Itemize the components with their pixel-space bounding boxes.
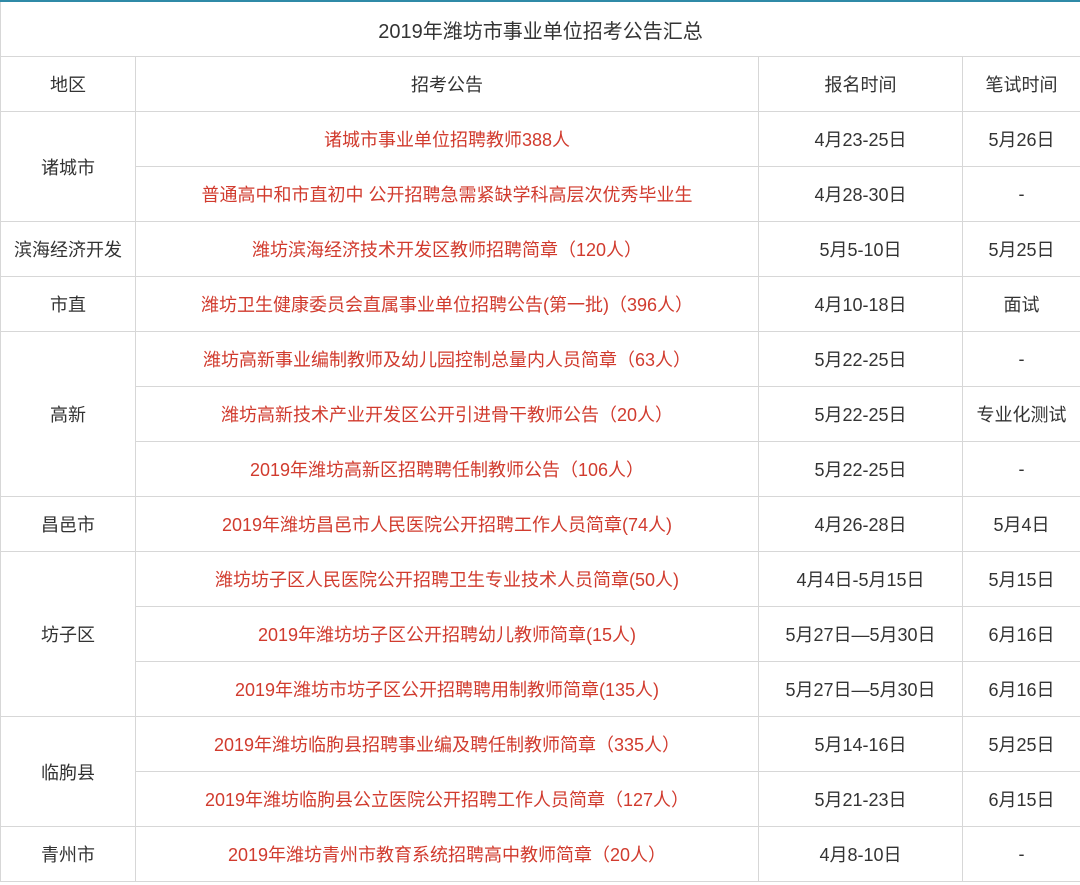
table-row: 2019年潍坊临朐县公立医院公开招聘工作人员简章（127人）5月21-23日6月… xyxy=(1,772,1080,827)
recruitment-table: 2019年潍坊市事业单位招考公告汇总 地区 招考公告 报名时间 笔试时间 诸城市… xyxy=(0,0,1080,882)
exam-date-cell: 5月26日 xyxy=(963,112,1080,167)
table-row: 2019年潍坊市坊子区公开招聘聘用制教师简章(135人)5月27日—5月30日6… xyxy=(1,662,1080,717)
notice-link[interactable]: 2019年潍坊高新区招聘聘任制教师公告（106人） xyxy=(136,442,759,497)
table-row: 临朐县2019年潍坊临朐县招聘事业编及聘任制教师简章（335人）5月14-16日… xyxy=(1,717,1080,772)
apply-date-cell: 4月23-25日 xyxy=(759,112,963,167)
col-apply: 报名时间 xyxy=(759,57,963,112)
apply-date-cell: 5月21-23日 xyxy=(759,772,963,827)
apply-date-cell: 5月22-25日 xyxy=(759,332,963,387)
table-row: 诸城市诸城市事业单位招聘教师388人4月23-25日5月26日 xyxy=(1,112,1080,167)
region-cell: 诸城市 xyxy=(1,112,136,222)
region-cell: 昌邑市 xyxy=(1,497,136,552)
header-row: 地区 招考公告 报名时间 笔试时间 xyxy=(1,57,1080,112)
notice-link[interactable]: 诸城市事业单位招聘教师388人 xyxy=(136,112,759,167)
exam-date-cell: - xyxy=(963,332,1080,387)
table-title: 2019年潍坊市事业单位招考公告汇总 xyxy=(1,1,1080,57)
table-row: 滨海经济开发潍坊滨海经济技术开发区教师招聘简章（120人）5月5-10日5月25… xyxy=(1,222,1080,277)
table-row: 青州市2019年潍坊青州市教育系统招聘高中教师简章（20人）4月8-10日- xyxy=(1,827,1080,882)
table-row: 2019年潍坊高新区招聘聘任制教师公告（106人）5月22-25日- xyxy=(1,442,1080,497)
table-body: 2019年潍坊市事业单位招考公告汇总 地区 招考公告 报名时间 笔试时间 诸城市… xyxy=(1,1,1080,882)
apply-date-cell: 5月22-25日 xyxy=(759,442,963,497)
table-row: 市直潍坊卫生健康委员会直属事业单位招聘公告(第一批)（396人）4月10-18日… xyxy=(1,277,1080,332)
apply-date-cell: 5月22-25日 xyxy=(759,387,963,442)
notice-link[interactable]: 2019年潍坊青州市教育系统招聘高中教师简章（20人） xyxy=(136,827,759,882)
region-cell: 高新 xyxy=(1,332,136,497)
exam-date-cell: - xyxy=(963,827,1080,882)
notice-link[interactable]: 潍坊卫生健康委员会直属事业单位招聘公告(第一批)（396人） xyxy=(136,277,759,332)
apply-date-cell: 5月27日—5月30日 xyxy=(759,607,963,662)
apply-date-cell: 5月27日—5月30日 xyxy=(759,662,963,717)
apply-date-cell: 4月8-10日 xyxy=(759,827,963,882)
notice-link[interactable]: 2019年潍坊昌邑市人民医院公开招聘工作人员简章(74人) xyxy=(136,497,759,552)
notice-link[interactable]: 2019年潍坊临朐县公立医院公开招聘工作人员简章（127人） xyxy=(136,772,759,827)
exam-date-cell: - xyxy=(963,167,1080,222)
notice-link[interactable]: 普通高中和市直初中 公开招聘急需紧缺学科高层次优秀毕业生 xyxy=(136,167,759,222)
notice-link[interactable]: 2019年潍坊市坊子区公开招聘聘用制教师简章(135人) xyxy=(136,662,759,717)
apply-date-cell: 4月4日-5月15日 xyxy=(759,552,963,607)
table-row: 昌邑市2019年潍坊昌邑市人民医院公开招聘工作人员简章(74人)4月26-28日… xyxy=(1,497,1080,552)
notice-link[interactable]: 潍坊坊子区人民医院公开招聘卫生专业技术人员简章(50人) xyxy=(136,552,759,607)
apply-date-cell: 4月28-30日 xyxy=(759,167,963,222)
exam-date-cell: 5月25日 xyxy=(963,717,1080,772)
table-row: 普通高中和市直初中 公开招聘急需紧缺学科高层次优秀毕业生4月28-30日- xyxy=(1,167,1080,222)
col-exam: 笔试时间 xyxy=(963,57,1080,112)
table-row: 2019年潍坊坊子区公开招聘幼儿教师简章(15人)5月27日—5月30日6月16… xyxy=(1,607,1080,662)
notice-link[interactable]: 2019年潍坊临朐县招聘事业编及聘任制教师简章（335人） xyxy=(136,717,759,772)
notice-link[interactable]: 2019年潍坊坊子区公开招聘幼儿教师简章(15人) xyxy=(136,607,759,662)
table-row: 坊子区潍坊坊子区人民医院公开招聘卫生专业技术人员简章(50人)4月4日-5月15… xyxy=(1,552,1080,607)
exam-date-cell: 面试 xyxy=(963,277,1080,332)
col-region: 地区 xyxy=(1,57,136,112)
apply-date-cell: 4月10-18日 xyxy=(759,277,963,332)
col-notice: 招考公告 xyxy=(136,57,759,112)
region-cell: 市直 xyxy=(1,277,136,332)
exam-date-cell: 6月16日 xyxy=(963,662,1080,717)
table-row: 潍坊高新技术产业开发区公开引进骨干教师公告（20人）5月22-25日专业化测试 xyxy=(1,387,1080,442)
exam-date-cell: 5月15日 xyxy=(963,552,1080,607)
notice-link[interactable]: 潍坊高新事业编制教师及幼儿园控制总量内人员简章（63人） xyxy=(136,332,759,387)
exam-date-cell: - xyxy=(963,442,1080,497)
exam-date-cell: 专业化测试 xyxy=(963,387,1080,442)
exam-date-cell: 5月25日 xyxy=(963,222,1080,277)
region-cell: 坊子区 xyxy=(1,552,136,717)
exam-date-cell: 5月4日 xyxy=(963,497,1080,552)
apply-date-cell: 5月5-10日 xyxy=(759,222,963,277)
table-row: 高新潍坊高新事业编制教师及幼儿园控制总量内人员简章（63人）5月22-25日- xyxy=(1,332,1080,387)
notice-link[interactable]: 潍坊滨海经济技术开发区教师招聘简章（120人） xyxy=(136,222,759,277)
exam-date-cell: 6月15日 xyxy=(963,772,1080,827)
region-cell: 青州市 xyxy=(1,827,136,882)
region-cell: 临朐县 xyxy=(1,717,136,827)
table-container: 2019年潍坊市事业单位招考公告汇总 地区 招考公告 报名时间 笔试时间 诸城市… xyxy=(0,0,1080,882)
title-row: 2019年潍坊市事业单位招考公告汇总 xyxy=(1,1,1080,57)
notice-link[interactable]: 潍坊高新技术产业开发区公开引进骨干教师公告（20人） xyxy=(136,387,759,442)
region-cell: 滨海经济开发 xyxy=(1,222,136,277)
apply-date-cell: 5月14-16日 xyxy=(759,717,963,772)
exam-date-cell: 6月16日 xyxy=(963,607,1080,662)
apply-date-cell: 4月26-28日 xyxy=(759,497,963,552)
